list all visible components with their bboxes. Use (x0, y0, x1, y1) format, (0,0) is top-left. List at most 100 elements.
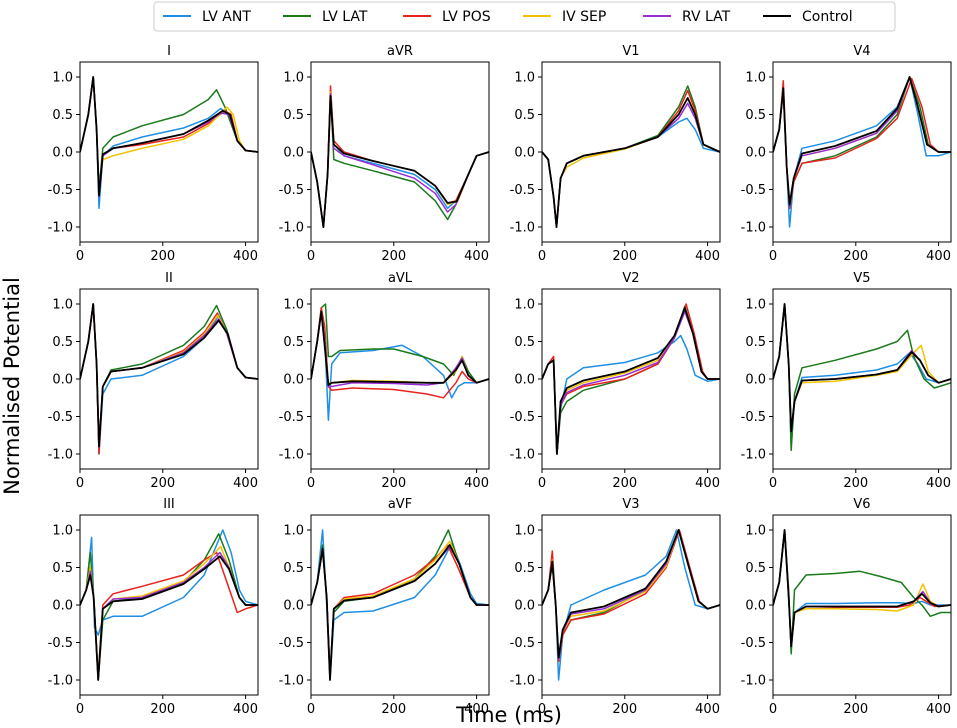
axes-frame (310, 288, 490, 470)
y-tick-label: -0.5 (279, 183, 304, 198)
series-line-lv-ant (311, 91, 489, 228)
series-line-control (542, 306, 720, 455)
y-tick-label: -0.5 (741, 636, 766, 651)
series-line-control (311, 94, 489, 228)
y-tick-label: 1.0 (283, 298, 304, 313)
y-tick-label: 0.5 (514, 108, 535, 123)
panel-v4: V4 -1.0 -0.5 0.0 0.5 1.0 0 200 400 (741, 44, 952, 264)
y-tick-label: 0.0 (283, 599, 304, 614)
legend-label-lv-lat: LV LAT (322, 9, 368, 25)
series-line-control (773, 303, 951, 433)
series-line-rv-lat (80, 551, 258, 681)
series-line-rv-lat (773, 76, 951, 207)
y-tick-label: 1.0 (283, 71, 304, 86)
panel-avr: aVR -1.0 -0.5 0.0 0.5 1.0 0 200 400 (279, 44, 490, 264)
x-tick-label: 0 (538, 249, 546, 264)
x-tick-label: 0 (769, 476, 777, 491)
y-tick-label: -1.0 (48, 674, 73, 689)
y-tick-label: 1.0 (514, 524, 535, 539)
y-tick-label: 0.0 (745, 599, 766, 614)
plot-area (80, 529, 258, 681)
x-tick-label: 0 (76, 702, 84, 717)
y-tick-label: 1.0 (52, 298, 73, 313)
y-tick-label: -1.0 (48, 221, 73, 236)
series-line-iv-sep (773, 529, 951, 644)
series-line-control (773, 529, 951, 648)
y-tick-label: 0.0 (52, 599, 73, 614)
panel-title: V4 (853, 44, 870, 59)
panel-title: V6 (853, 497, 870, 512)
plot-area (773, 303, 951, 452)
series-line-control (80, 303, 258, 448)
y-tick-label: -0.5 (510, 183, 535, 198)
x-tick-label: 200 (612, 249, 637, 264)
y-tick-label: -1.0 (741, 674, 766, 689)
panel-v6: V6 -1.0 -0.5 0.0 0.5 1.0 0 200 400 (741, 497, 952, 717)
series-line-iv-sep (80, 76, 258, 191)
series-line-control (311, 310, 489, 386)
legend-label-lv-pos: LV POS (442, 9, 491, 25)
series-line-rv-lat (311, 310, 489, 388)
panel-ii: II -1.0 -0.5 0.0 0.5 1.0 0 200 400 (48, 271, 259, 491)
y-tick-label: -1.0 (48, 448, 73, 463)
y-tick-label: 0.0 (745, 146, 766, 161)
y-tick-label: 0.0 (52, 373, 73, 388)
y-tick-label: 1.0 (745, 298, 766, 313)
y-axis-label: Normalised Potential (0, 277, 24, 495)
panel-title: aVL (388, 271, 413, 286)
x-tick-label: 0 (307, 249, 315, 264)
axes-frame (541, 514, 721, 696)
series-line-lv-ant (542, 334, 720, 455)
x-tick-label: 200 (843, 476, 868, 491)
x-tick-label: 200 (843, 702, 868, 717)
y-tick-label: 0.5 (283, 335, 304, 350)
y-tick-label: 1.0 (745, 71, 766, 86)
legend-label-lv-ant: LV ANT (202, 9, 251, 25)
x-tick-label: 400 (695, 249, 720, 264)
series-line-lv-pos (311, 544, 489, 678)
panel-title: V2 (622, 271, 639, 286)
panel-title: I (167, 44, 171, 59)
legend-label-iv-sep: IV SEP (562, 9, 606, 25)
x-tick-label: 0 (76, 476, 84, 491)
plot-area (311, 303, 489, 422)
x-tick-label: 400 (695, 702, 720, 717)
series-line-lv-ant (773, 529, 951, 651)
x-tick-label: 400 (926, 476, 951, 491)
x-tick-label: 200 (150, 249, 175, 264)
y-tick-label: -0.5 (48, 636, 73, 651)
series-line-iv-sep (542, 529, 720, 659)
x-tick-label: 0 (307, 702, 315, 717)
x-tick-label: 200 (612, 476, 637, 491)
y-tick-label: -0.5 (48, 183, 73, 198)
y-tick-label: -1.0 (510, 674, 535, 689)
panel-title: III (163, 497, 175, 512)
y-tick-label: -0.5 (48, 410, 73, 425)
y-tick-label: -1.0 (741, 221, 766, 236)
y-tick-label: -1.0 (279, 221, 304, 236)
series-line-lv-ant (80, 529, 258, 636)
series-line-lv-lat (80, 303, 258, 448)
y-tick-label: 0.0 (745, 373, 766, 388)
y-tick-label: 0.5 (52, 335, 73, 350)
y-tick-label: 1.0 (52, 71, 73, 86)
series-line-lv-lat (773, 529, 951, 655)
axes-frame (541, 288, 721, 470)
x-tick-label: 400 (695, 476, 720, 491)
axes-frame (772, 514, 952, 696)
plot-area (773, 76, 951, 228)
x-tick-label: 200 (381, 702, 406, 717)
panel-v5: V5 -1.0 -0.5 0.0 0.5 1.0 0 200 400 (741, 271, 952, 491)
panel-v2: V2 -1.0 -0.5 0.0 0.5 1.0 0 200 400 (510, 271, 721, 491)
series-line-lv-ant (773, 76, 951, 228)
y-tick-label: -0.5 (741, 410, 766, 425)
series-line-control (80, 76, 258, 197)
panel-iii: III -1.0 -0.5 0.0 0.5 1.0 0 200 400 (48, 497, 259, 717)
y-tick-label: -1.0 (510, 448, 535, 463)
x-tick-label: 0 (769, 249, 777, 264)
plot-area (542, 303, 720, 455)
y-tick-label: 0.5 (745, 561, 766, 576)
x-tick-label: 400 (233, 476, 258, 491)
x-tick-label: 400 (464, 702, 489, 717)
